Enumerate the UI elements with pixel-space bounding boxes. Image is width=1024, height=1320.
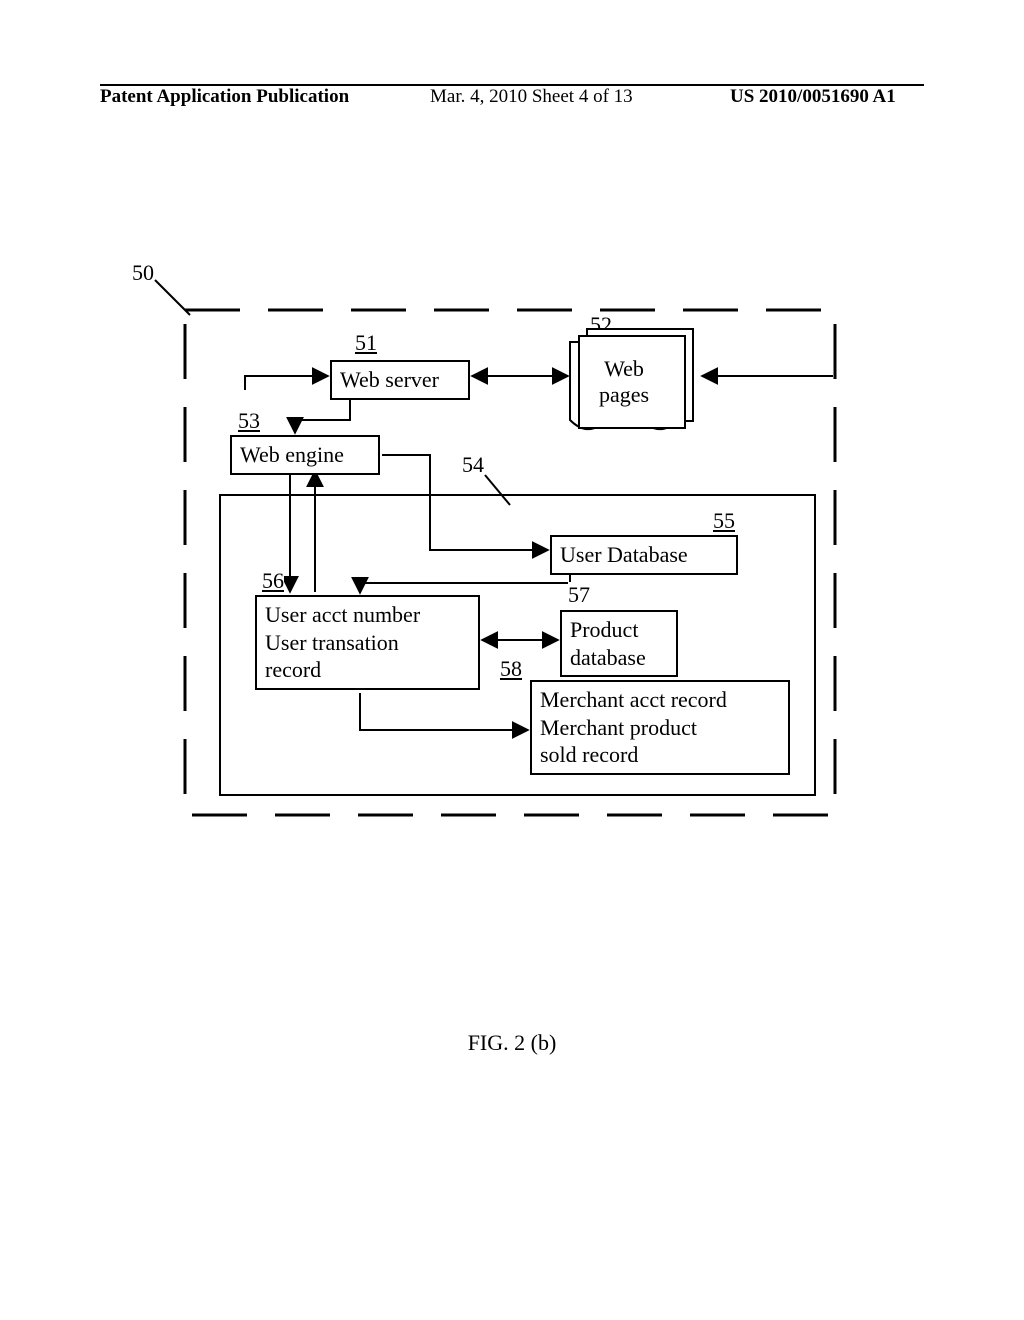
- node-merchant: Merchant acct record Merchant product so…: [530, 680, 790, 775]
- node-web-server: Web server: [330, 360, 470, 400]
- ref-56: 56: [262, 568, 284, 594]
- node-user-acct-l2: User transation: [265, 630, 399, 655]
- node-product-db: Product database: [560, 610, 678, 677]
- node-web-pages-label: Webpages: [599, 356, 649, 407]
- node-user-acct-l3: record: [265, 657, 321, 682]
- node-web-server-label: Web server: [340, 367, 439, 392]
- ref-55: 55: [680, 508, 735, 534]
- connector-layer: [100, 260, 920, 820]
- ref-50: 50: [132, 260, 154, 286]
- header-left: Patent Application Publication: [100, 86, 349, 108]
- web-pages-sheet-1: Webpages: [570, 342, 678, 436]
- header-right: US 2010/0051690 A1: [730, 86, 896, 108]
- ref-58: 58: [500, 656, 522, 682]
- node-product-db-l2: database: [570, 645, 646, 670]
- ref-57: 57: [568, 582, 590, 608]
- node-user-database: User Database: [550, 535, 738, 575]
- figure-caption: FIG. 2 (b): [0, 1030, 1024, 1056]
- ref-54: 54: [462, 452, 484, 478]
- node-product-db-l1: Product: [570, 617, 638, 642]
- node-merchant-l1: Merchant acct record: [540, 687, 727, 712]
- node-user-acct: User acct number User transation record: [255, 595, 480, 690]
- node-user-acct-l1: User acct number: [265, 602, 420, 627]
- node-user-database-label: User Database: [560, 542, 688, 567]
- diagram: 50 51 52 53 54 55 56 57 58 Web server We…: [100, 260, 920, 820]
- page: Patent Application Publication Mar. 4, 2…: [0, 0, 1024, 1320]
- node-merchant-l3: sold record: [540, 742, 638, 767]
- header-mid: Mar. 4, 2010 Sheet 4 of 13: [430, 86, 633, 108]
- node-web-engine: Web engine: [230, 435, 380, 475]
- node-merchant-l2: Merchant product: [540, 715, 697, 740]
- ref-51: 51: [355, 330, 377, 356]
- node-web-engine-label: Web engine: [240, 442, 344, 467]
- ref-53: 53: [238, 408, 260, 434]
